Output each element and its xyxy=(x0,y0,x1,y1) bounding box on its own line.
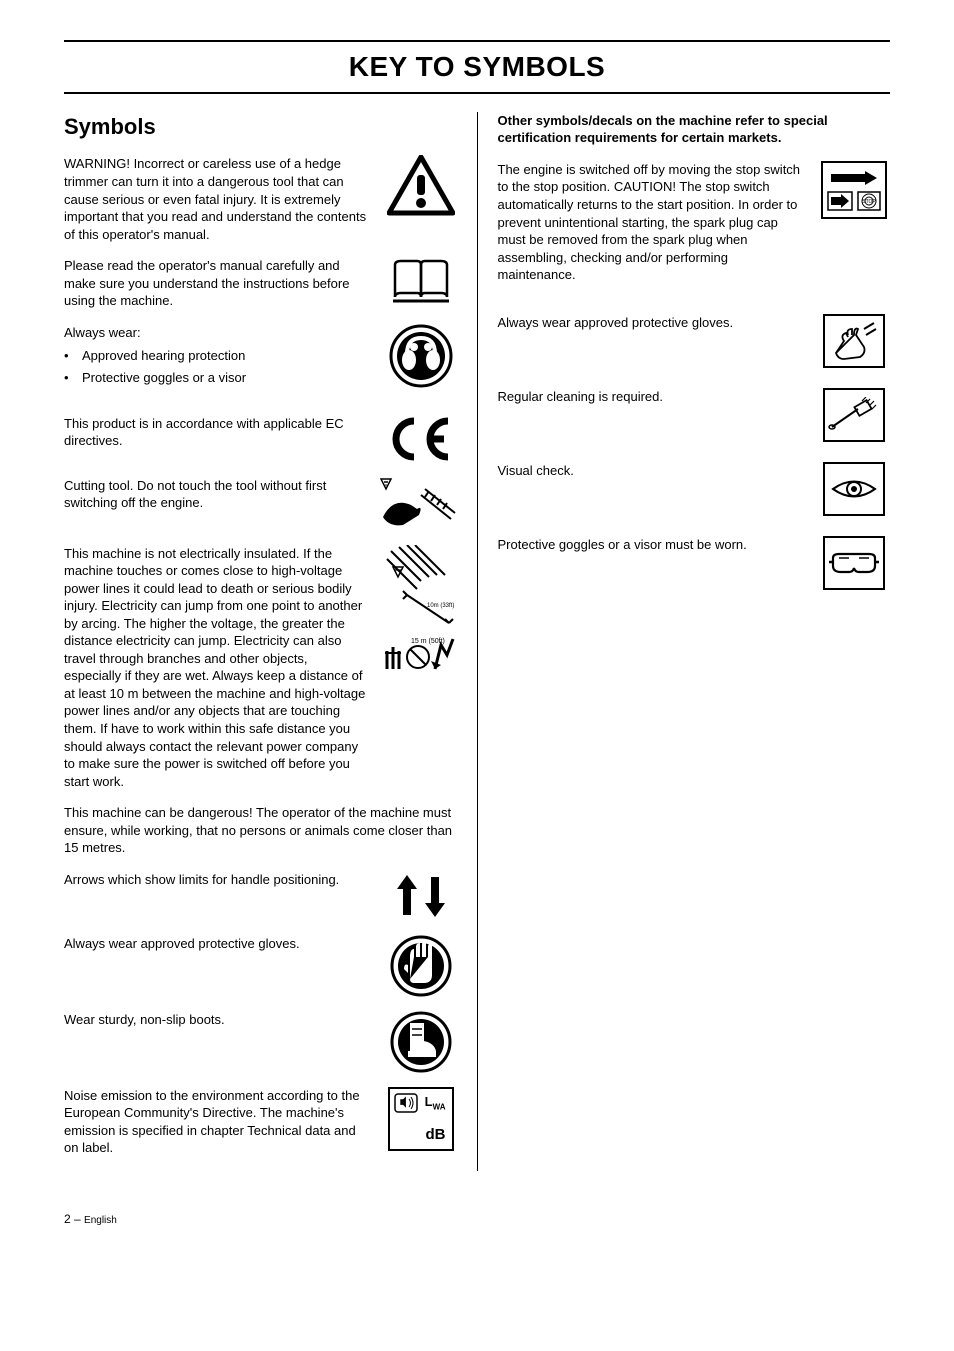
page-footer: 2 – English xyxy=(64,1211,890,1228)
always-wear-list: Approved hearing protection Protective g… xyxy=(64,347,373,386)
power-line-distance-icon: 10m (33ft) 15 m (50ft) xyxy=(379,545,457,675)
manual-text: Please read the operator's manual carefu… xyxy=(64,257,373,310)
content-columns: Symbols WARNING! Incorrect or careless u… xyxy=(64,112,890,1171)
eye-icon xyxy=(818,462,890,516)
entry-always-wear: Always wear: Approved hearing protection… xyxy=(64,324,457,401)
cutting-text: Cutting tool. Do not touch the tool with… xyxy=(64,477,361,512)
page-title: KEY TO SYMBOLS xyxy=(64,44,890,90)
ce-mark-icon xyxy=(385,415,457,463)
entry-manual: Please read the operator's manual carefu… xyxy=(64,257,457,310)
gloves-square-icon xyxy=(818,314,890,368)
entry-noise: Noise emission to the environment accord… xyxy=(64,1087,457,1157)
goggles-icon xyxy=(818,536,890,590)
section-title: Symbols xyxy=(64,112,457,142)
right-column: Other symbols/decals on the machine refe… xyxy=(478,112,891,1171)
right-intro: Other symbols/decals on the machine refe… xyxy=(498,112,891,147)
noise-emission-icon: LWA dB xyxy=(385,1087,457,1151)
dangerous-text: This machine can be dangerous! The opera… xyxy=(64,804,457,857)
page-number: 2 xyxy=(64,1212,71,1226)
arrows-icon xyxy=(385,871,457,921)
entry-cutting: Cutting tool. Do not touch the tool with… xyxy=(64,477,457,531)
entry-boots: Wear sturdy, non-slip boots. xyxy=(64,1011,457,1073)
footer-lang: English xyxy=(84,1215,117,1226)
entry-insulated: This machine is not electrically insulat… xyxy=(64,545,457,791)
entry-ec: This product is in accordance with appli… xyxy=(64,415,457,463)
warning-icon xyxy=(385,155,457,217)
warning-text: WARNING! Incorrect or careless use of a … xyxy=(64,155,373,243)
gloves-text: Always wear approved protective gloves. xyxy=(64,935,373,953)
entry-warning: WARNING! Incorrect or careless use of a … xyxy=(64,155,457,243)
boots-icon xyxy=(385,1011,457,1073)
list-item: Approved hearing protection xyxy=(82,347,373,365)
ec-text: This product is in accordance with appli… xyxy=(64,415,373,450)
entry-engine-off: The engine is switched off by moving the… xyxy=(498,161,891,284)
visual-text: Visual check. xyxy=(498,462,807,480)
cleaning-text: Regular cleaning is required. xyxy=(498,388,807,406)
goggles-text: Protective goggles or a visor must be wo… xyxy=(498,536,807,554)
noise-text: Noise emission to the environment accord… xyxy=(64,1087,373,1157)
entry-arrows: Arrows which show limits for handle posi… xyxy=(64,871,457,921)
left-column: Symbols WARNING! Incorrect or careless u… xyxy=(64,112,478,1171)
entry-gloves: Always wear approved protective gloves. xyxy=(64,935,457,997)
entry-gloves-right: Always wear approved protective gloves. xyxy=(498,314,891,368)
svg-text:STOP: STOP xyxy=(862,199,876,205)
entry-cleaning: Regular cleaning is required. xyxy=(498,388,891,442)
list-item: Protective goggles or a visor xyxy=(82,369,373,387)
arrows-text: Arrows which show limits for handle posi… xyxy=(64,871,373,889)
hearing-protection-icon xyxy=(385,324,457,388)
cutting-tool-icon xyxy=(373,477,457,531)
manual-icon xyxy=(385,257,457,305)
always-wear-label: Always wear: xyxy=(64,324,373,342)
boots-text: Wear sturdy, non-slip boots. xyxy=(64,1011,373,1029)
entry-visual: Visual check. xyxy=(498,462,891,516)
insulated-text: This machine is not electrically insulat… xyxy=(64,545,367,791)
gloves-icon xyxy=(385,935,457,997)
entry-goggles: Protective goggles or a visor must be wo… xyxy=(498,536,891,590)
brush-icon xyxy=(818,388,890,442)
svg-text:10m (33ft): 10m (33ft) xyxy=(427,603,454,609)
engine-off-text: The engine is switched off by moving the… xyxy=(498,161,807,284)
gloves-right-text: Always wear approved protective gloves. xyxy=(498,314,807,332)
stop-switch-icon: STOP xyxy=(818,161,890,219)
